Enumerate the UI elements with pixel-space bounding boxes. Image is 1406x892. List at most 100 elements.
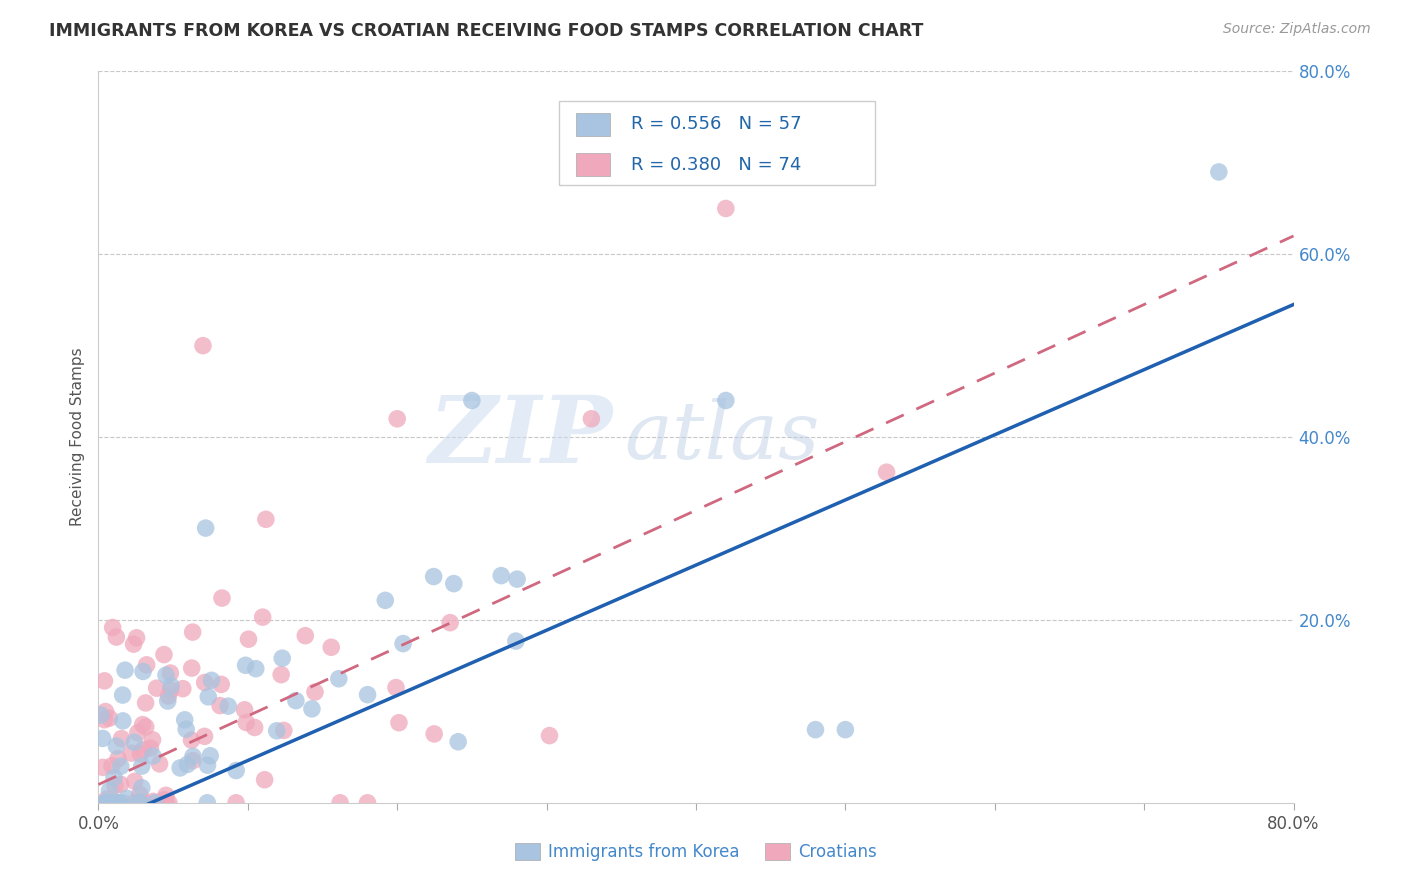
Point: [294, 629, 316, 643]
Point: [127, 726, 149, 740]
Point: [157, 689, 180, 703]
Point: [110, 731, 132, 746]
Y-axis label: Receiving Food Stamps: Receiving Food Stamps: [70, 348, 86, 526]
Point: [181, 754, 204, 768]
Legend: Immigrants from Korea, Croatians: Immigrants from Korea, Croatians: [509, 836, 883, 868]
Point: [103, 771, 125, 785]
Point: [714, 393, 737, 408]
Point: [243, 721, 266, 735]
Text: R = 0.556   N = 57: R = 0.556 N = 57: [631, 115, 801, 134]
Point: [125, 631, 148, 645]
Point: [174, 722, 197, 736]
Point: [273, 723, 295, 738]
Point: [443, 576, 465, 591]
Point: [105, 796, 128, 810]
Point: [122, 796, 145, 810]
Point: [321, 640, 343, 655]
Point: [105, 739, 128, 753]
Point: [128, 796, 150, 810]
Point: [197, 690, 219, 704]
Point: [235, 715, 257, 730]
Point: [128, 788, 150, 802]
Point: [225, 796, 247, 810]
Point: [356, 688, 378, 702]
Point: [111, 688, 134, 702]
Point: [122, 735, 145, 749]
Point: [155, 668, 177, 682]
Point: [135, 657, 157, 672]
Point: [195, 796, 218, 810]
Point: [200, 673, 222, 688]
Point: [217, 699, 239, 714]
Point: [209, 677, 232, 691]
Point: [506, 572, 529, 586]
Point: [581, 412, 603, 426]
Point: [94, 796, 117, 810]
Point: [122, 637, 145, 651]
Point: [211, 591, 233, 605]
Point: [111, 714, 134, 728]
Point: [200, 748, 222, 763]
Point: [208, 698, 231, 713]
Point: [96, 792, 118, 806]
Point: [128, 796, 150, 810]
Point: [505, 634, 527, 648]
Text: Source: ZipAtlas.com: Source: ZipAtlas.com: [1223, 22, 1371, 37]
Point: [141, 732, 163, 747]
Point: [266, 723, 288, 738]
Point: [385, 681, 408, 695]
Point: [156, 694, 179, 708]
Point: [491, 568, 513, 582]
Point: [172, 681, 194, 696]
Point: [159, 683, 181, 698]
Point: [374, 593, 396, 607]
Text: R = 0.380   N = 74: R = 0.380 N = 74: [631, 156, 801, 174]
Point: [253, 772, 276, 787]
Point: [834, 723, 856, 737]
Point: [157, 796, 180, 810]
Point: [461, 393, 484, 408]
Point: [139, 741, 162, 756]
Point: [115, 791, 138, 805]
Point: [135, 696, 157, 710]
Text: IMMIGRANTS FROM KOREA VS CROATIAN RECEIVING FOOD STAMPS CORRELATION CHART: IMMIGRANTS FROM KOREA VS CROATIAN RECEIV…: [49, 22, 924, 40]
Text: atlas: atlas: [624, 399, 820, 475]
Point: [134, 796, 156, 810]
Point: [104, 796, 127, 810]
Point: [180, 733, 202, 747]
Point: [131, 717, 153, 731]
Point: [194, 675, 217, 690]
Point: [132, 742, 155, 756]
Point: [538, 729, 561, 743]
FancyBboxPatch shape: [576, 153, 610, 176]
Point: [439, 615, 461, 630]
Point: [131, 759, 153, 773]
Point: [107, 752, 129, 766]
Point: [804, 723, 827, 737]
Point: [100, 796, 122, 810]
Point: [254, 512, 277, 526]
Point: [422, 569, 444, 583]
Point: [114, 663, 136, 677]
Point: [142, 794, 165, 808]
Point: [153, 793, 176, 807]
Point: [270, 667, 292, 681]
Point: [104, 779, 127, 793]
Point: [238, 632, 260, 647]
Point: [193, 730, 215, 744]
Point: [110, 759, 132, 773]
Point: [124, 774, 146, 789]
Point: [96, 796, 118, 810]
Point: [93, 796, 115, 810]
Point: [101, 758, 124, 772]
Point: [271, 651, 294, 665]
Point: [181, 625, 204, 640]
Point: [173, 713, 195, 727]
Point: [252, 610, 274, 624]
Point: [143, 796, 166, 810]
FancyBboxPatch shape: [576, 113, 610, 136]
Point: [132, 665, 155, 679]
Point: [159, 666, 181, 681]
Point: [233, 703, 256, 717]
Point: [98, 711, 121, 725]
